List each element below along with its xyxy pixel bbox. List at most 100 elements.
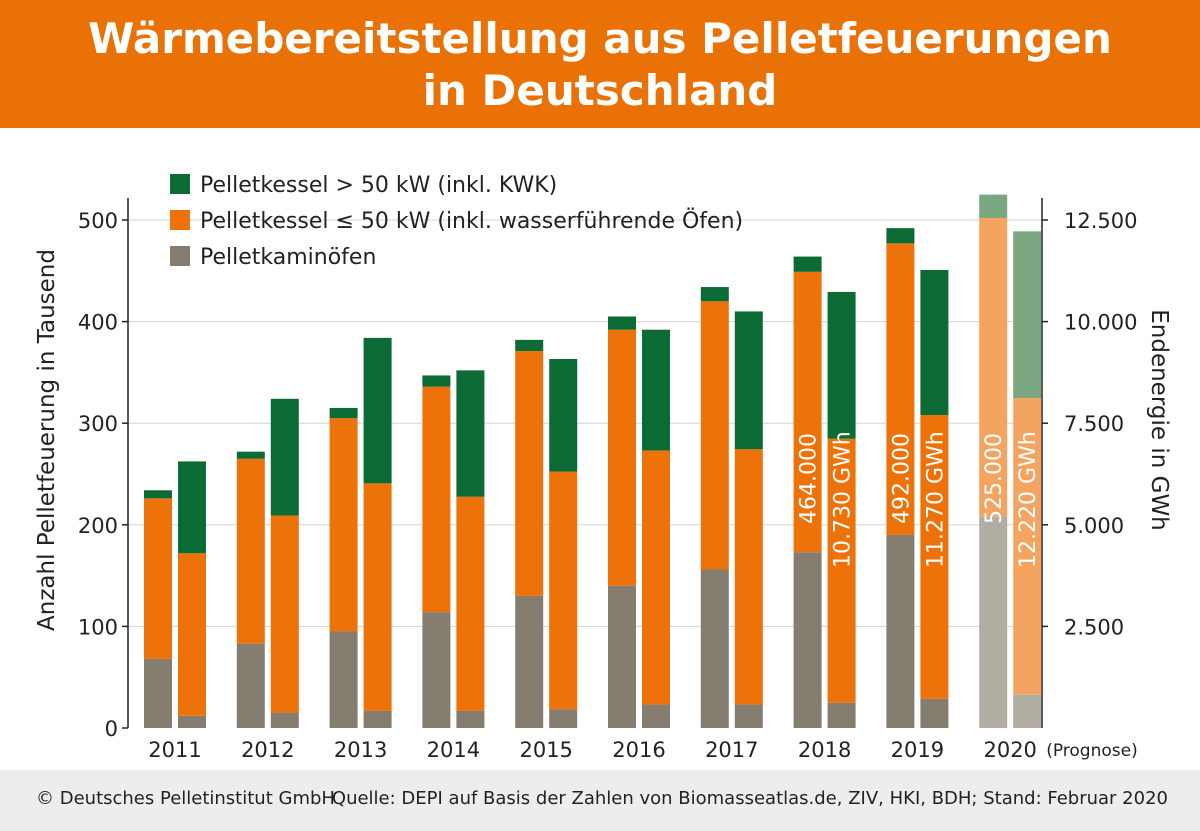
right-axis-title: Endenergie in GWh xyxy=(1146,309,1172,531)
count-total-label: 464.000 xyxy=(797,433,822,524)
count-bar-2020 xyxy=(979,194,1008,218)
count-bar-2013 xyxy=(329,631,358,728)
count-bar-2013 xyxy=(329,418,358,632)
count-bar-2019 xyxy=(886,228,915,244)
left-tick-label: 100 xyxy=(78,615,118,639)
count-bar-2015 xyxy=(515,339,544,352)
count-bar-2012 xyxy=(236,458,265,644)
count-bar-2012 xyxy=(236,451,265,459)
count-bar-2018 xyxy=(793,552,822,728)
right-tick-label: 5.000 xyxy=(1064,514,1124,538)
left-tick-label: 300 xyxy=(78,412,118,436)
count-bar-2018 xyxy=(793,271,822,553)
forecast-label: (Prognose) xyxy=(1046,741,1138,761)
energy-bar-2020 xyxy=(1013,398,1042,695)
left-tick-label: 0 xyxy=(105,717,118,741)
left-tick-label: 500 xyxy=(78,209,118,233)
count-bar-2016 xyxy=(608,585,636,728)
energy-bar-2011 xyxy=(178,715,206,728)
energy-bar-2015 xyxy=(549,709,578,728)
count-bar-2015 xyxy=(515,351,544,596)
source-text: Quelle: DEPI auf Basis der Zahlen von Bi… xyxy=(331,788,1168,809)
count-bar-2014 xyxy=(422,386,451,613)
x-tick-label: 2019 xyxy=(891,738,944,762)
energy-bar-2020 xyxy=(1013,694,1042,728)
energy-bar-2014 xyxy=(456,370,485,497)
right-tick-label: 12.500 xyxy=(1064,209,1137,233)
energy-bar-2018 xyxy=(827,438,856,703)
x-tick-label: 2014 xyxy=(427,738,480,762)
footer: © Deutsches Pelletinstitut GmbH Quelle: … xyxy=(0,770,1200,831)
energy-bar-2013 xyxy=(363,483,392,711)
legend-swatch xyxy=(170,246,190,266)
energy-bar-2015 xyxy=(549,471,578,710)
count-bar-2017 xyxy=(700,301,729,570)
count-bar-2019 xyxy=(886,534,915,728)
count-bar-2013 xyxy=(329,407,358,419)
count-bar-2016 xyxy=(608,329,636,586)
energy-bar-2011 xyxy=(178,553,206,716)
energy-bar-2019 xyxy=(920,698,949,728)
energy-bar-2012 xyxy=(270,515,299,713)
energy-bar-2017 xyxy=(734,311,763,450)
legend-swatch xyxy=(170,174,190,194)
count-bar-2016 xyxy=(608,316,636,330)
energy-bar-2011 xyxy=(178,461,206,554)
count-bar-2012 xyxy=(236,643,265,728)
x-tick-label: 2013 xyxy=(334,738,387,762)
right-tick-label: 7.500 xyxy=(1064,412,1124,436)
legend-swatch xyxy=(170,210,190,230)
x-tick-label: 2018 xyxy=(798,738,851,762)
count-bar-2011 xyxy=(144,498,172,659)
energy-bar-2019 xyxy=(920,415,949,699)
energy-bar-2019 xyxy=(920,269,949,416)
energy-total-label: 12.220 GWh xyxy=(1016,431,1041,568)
legend-label: Pelletkaminöfen xyxy=(200,245,376,270)
count-bar-2020 xyxy=(979,217,1008,517)
x-tick-label: 2016 xyxy=(612,738,665,762)
energy-bar-2017 xyxy=(734,449,763,705)
energy-bar-2016 xyxy=(642,450,670,705)
energy-bar-2018 xyxy=(827,291,856,439)
count-bar-2018 xyxy=(793,256,822,272)
count-total-label: 525.000 xyxy=(982,433,1007,524)
energy-bar-2013 xyxy=(363,710,392,728)
x-tick-label: 2020 xyxy=(983,738,1036,762)
title-banner: Wärmebereitstellung aus Pelletfeuerungen… xyxy=(0,0,1200,128)
energy-bar-2014 xyxy=(456,496,485,711)
count-bar-2011 xyxy=(144,490,172,499)
energy-bar-2015 xyxy=(549,358,578,472)
count-bar-2020 xyxy=(979,516,1008,728)
energy-total-label: 10.730 GWh xyxy=(831,431,856,568)
title-line-1: Wärmebereitstellung aus Pelletfeuerungen xyxy=(88,14,1112,63)
count-bar-2015 xyxy=(515,595,544,728)
legend-label: Pelletkessel ≤ 50 kW (inkl. wasserführen… xyxy=(200,208,743,234)
count-total-label: 492.000 xyxy=(889,433,914,524)
count-bar-2014 xyxy=(422,612,451,728)
count-bar-2019 xyxy=(886,243,915,535)
left-tick-label: 200 xyxy=(78,514,118,538)
energy-bar-2017 xyxy=(734,704,763,728)
energy-bar-2020 xyxy=(1013,231,1042,399)
energy-bar-2014 xyxy=(456,710,485,728)
count-bar-2017 xyxy=(700,569,729,728)
count-bar-2017 xyxy=(700,287,729,302)
energy-total-label: 11.270 GWh xyxy=(923,431,948,568)
energy-bar-2016 xyxy=(642,329,670,451)
x-tick-label: 2015 xyxy=(519,738,572,762)
title-line-2: in Deutschland xyxy=(422,66,778,115)
copyright-text: © Deutsches Pelletinstitut GmbH xyxy=(36,788,335,809)
x-tick-label: 2012 xyxy=(241,738,294,762)
count-bar-2014 xyxy=(422,375,451,387)
count-bar-2011 xyxy=(144,658,172,728)
energy-bar-2018 xyxy=(827,702,856,728)
energy-bar-2016 xyxy=(642,704,670,728)
energy-bar-2012 xyxy=(270,712,299,728)
x-tick-label: 2017 xyxy=(705,738,758,762)
energy-bar-2013 xyxy=(363,337,392,484)
x-tick-label: 2011 xyxy=(148,738,201,762)
left-axis-title: Anzahl Pelletfeuerung in Tausend xyxy=(34,249,60,631)
right-tick-label: 10.000 xyxy=(1064,311,1137,335)
